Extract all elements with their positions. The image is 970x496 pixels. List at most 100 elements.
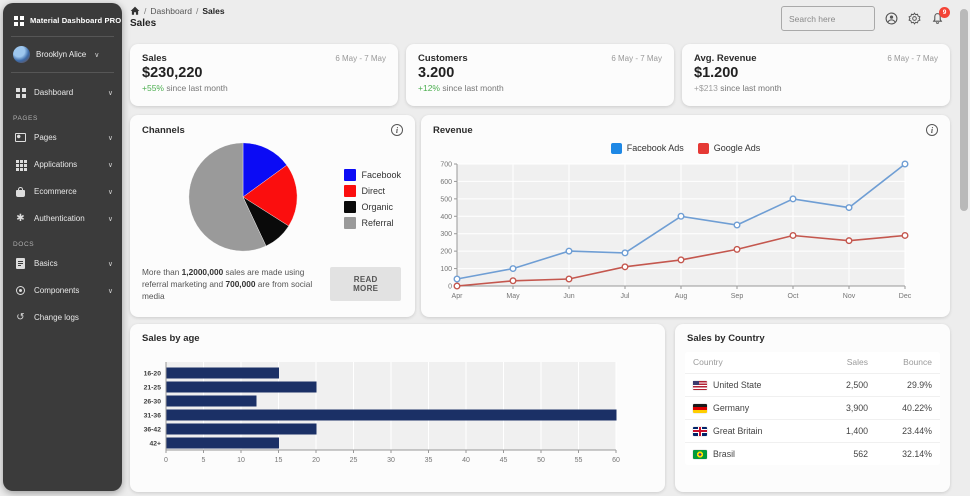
chevron-down-icon: ∨ xyxy=(94,51,100,59)
chevron-down-icon: ∨ xyxy=(107,260,113,268)
svg-text:Jul: Jul xyxy=(621,293,630,300)
channels-title: Channels xyxy=(142,124,185,136)
breadcrumb-current: Sales xyxy=(202,6,225,16)
section-heading-docs: DOCS xyxy=(13,241,35,248)
grid-logo-icon xyxy=(12,14,25,27)
stat-value: $230,220 xyxy=(142,65,203,81)
divider xyxy=(11,72,114,73)
search-input[interactable] xyxy=(781,6,875,31)
user-menu[interactable]: Brooklyn Alice ∨ xyxy=(3,37,122,72)
svg-text:200: 200 xyxy=(440,249,452,256)
sidebar: Material Dashboard PRO Brooklyn Alice ∨ … xyxy=(3,3,122,491)
sidebar-item-applications[interactable]: Applications ∨ xyxy=(3,151,122,178)
legend-item-referral[interactable]: Referral xyxy=(344,217,401,229)
legend-swatch xyxy=(610,142,622,154)
legend-swatch xyxy=(344,201,357,213)
info-icon[interactable]: i xyxy=(926,124,938,136)
topbar: / Dashboard / Sales Sales 9 xyxy=(130,0,950,42)
stat-card-customers: Customers 3.200 +12% since last month 6 … xyxy=(406,44,674,106)
chevron-down-icon: ∨ xyxy=(107,215,113,223)
table-header: Country Sales Bounce xyxy=(685,352,940,374)
country-table: Country Sales Bounce United State 2,500 … xyxy=(685,352,940,465)
date-range: 6 May - 7 May xyxy=(335,54,386,63)
svg-text:100: 100 xyxy=(440,266,452,273)
image-icon xyxy=(14,131,27,144)
sidebar-item-authentication[interactable]: ✱ Authentication ∨ xyxy=(3,205,122,232)
svg-text:55: 55 xyxy=(575,457,583,464)
chevron-down-icon: ∨ xyxy=(107,134,113,142)
svg-text:25: 25 xyxy=(350,457,358,464)
flag-great-britain-icon xyxy=(693,426,707,436)
svg-text:16-20: 16-20 xyxy=(144,370,162,377)
page-title: Sales xyxy=(130,18,157,29)
legend-swatch xyxy=(697,142,709,154)
date-range: 6 May - 7 May xyxy=(611,54,662,63)
divider xyxy=(11,36,114,37)
svg-text:5: 5 xyxy=(202,457,206,464)
legend-swatch xyxy=(344,185,357,197)
svg-text:35: 35 xyxy=(425,457,433,464)
svg-text:0: 0 xyxy=(164,457,168,464)
svg-text:600: 600 xyxy=(440,179,452,186)
legend-swatch xyxy=(344,169,357,181)
channels-pie-chart xyxy=(185,139,301,260)
legend-item-facebook-ads[interactable]: Facebook Ads xyxy=(610,142,684,154)
sidebar-item-dashboard[interactable]: Dashboard ∨ xyxy=(3,79,122,106)
svg-text:50: 50 xyxy=(537,457,545,464)
sales-by-age-bar-chart: 0 5 10 15 20 25 30 35 40 45 50 55 60 16-20 21-25 26-30 3… xyxy=(130,348,665,475)
legend-item-google-ads[interactable]: Google Ads xyxy=(697,142,760,154)
sidebar-item-ecommerce[interactable]: Ecommerce ∨ xyxy=(3,178,122,205)
flag-us-icon xyxy=(693,380,707,390)
sales-by-age-title: Sales by age xyxy=(142,333,200,344)
avatar xyxy=(13,46,30,63)
document-icon xyxy=(14,257,27,270)
sales-by-age-card: Sales by age 0 5 10 15 20 25 30 35 40 45 50 55 60 16-… xyxy=(130,324,665,492)
svg-text:15: 15 xyxy=(275,457,283,464)
chevron-down-icon: ∨ xyxy=(107,161,113,169)
sidebar-item-pages[interactable]: Pages ∨ xyxy=(3,124,122,151)
bell-icon[interactable]: 9 xyxy=(930,6,950,26)
table-row: Great Britain 1,400 23.44% xyxy=(685,420,940,443)
brand[interactable]: Material Dashboard PRO xyxy=(3,3,122,36)
svg-text:500: 500 xyxy=(440,196,452,203)
legend-item-organic[interactable]: Organic xyxy=(344,201,401,213)
chevron-down-icon: ∨ xyxy=(107,89,113,97)
info-icon[interactable]: i xyxy=(391,124,403,136)
scrollbar-thumb[interactable] xyxy=(960,9,968,211)
svg-text:31-36: 31-36 xyxy=(144,412,162,419)
home-icon[interactable] xyxy=(130,6,140,16)
sales-by-country-card: Sales by Country Country Sales Bounce Un… xyxy=(675,324,950,492)
svg-text:400: 400 xyxy=(440,214,452,221)
table-row: Brasil 562 32.14% xyxy=(685,443,940,465)
chevron-down-icon: ∨ xyxy=(107,287,113,295)
revenue-title: Revenue xyxy=(433,124,473,136)
sidebar-item-components[interactable]: Components ∨ xyxy=(3,277,122,304)
read-more-button[interactable]: READ MORE xyxy=(330,267,401,302)
legend-item-facebook[interactable]: Facebook xyxy=(344,169,401,181)
sidebar-item-changelogs[interactable]: ↺ Change logs xyxy=(3,304,122,331)
puzzle-icon: ✱ xyxy=(16,212,25,224)
svg-text:42+: 42+ xyxy=(149,440,161,447)
svg-text:0: 0 xyxy=(448,284,452,291)
stat-cards-row: Sales $230,220 +55% since last month 6 M… xyxy=(130,44,950,106)
stat-value: 3.200 xyxy=(418,65,455,81)
gear-icon[interactable] xyxy=(907,12,921,26)
account-icon[interactable] xyxy=(884,12,898,26)
delta-value: +55% xyxy=(142,83,164,93)
sales-by-country-title: Sales by Country xyxy=(687,333,765,344)
svg-text:700: 700 xyxy=(440,162,452,169)
svg-text:40: 40 xyxy=(462,457,470,464)
flag-germany-icon xyxy=(693,403,707,413)
dashboard-icon xyxy=(14,86,27,99)
channels-card: Channels i Facebook Direct xyxy=(130,115,415,317)
sidebar-item-basics[interactable]: Basics ∨ xyxy=(3,250,122,277)
delta-value: +12% xyxy=(418,83,440,93)
svg-text:21-25: 21-25 xyxy=(144,384,162,391)
table-row: United State 2,500 29.9% xyxy=(685,374,940,397)
stat-card-avg-revenue: Avg. Revenue $1.200 +$213 since last mon… xyxy=(682,44,950,106)
scrollbar xyxy=(959,0,969,496)
svg-text:Oct: Oct xyxy=(788,293,799,300)
breadcrumb-dashboard[interactable]: Dashboard xyxy=(150,6,192,16)
legend-item-direct[interactable]: Direct xyxy=(344,185,401,197)
svg-text:20: 20 xyxy=(312,457,320,464)
